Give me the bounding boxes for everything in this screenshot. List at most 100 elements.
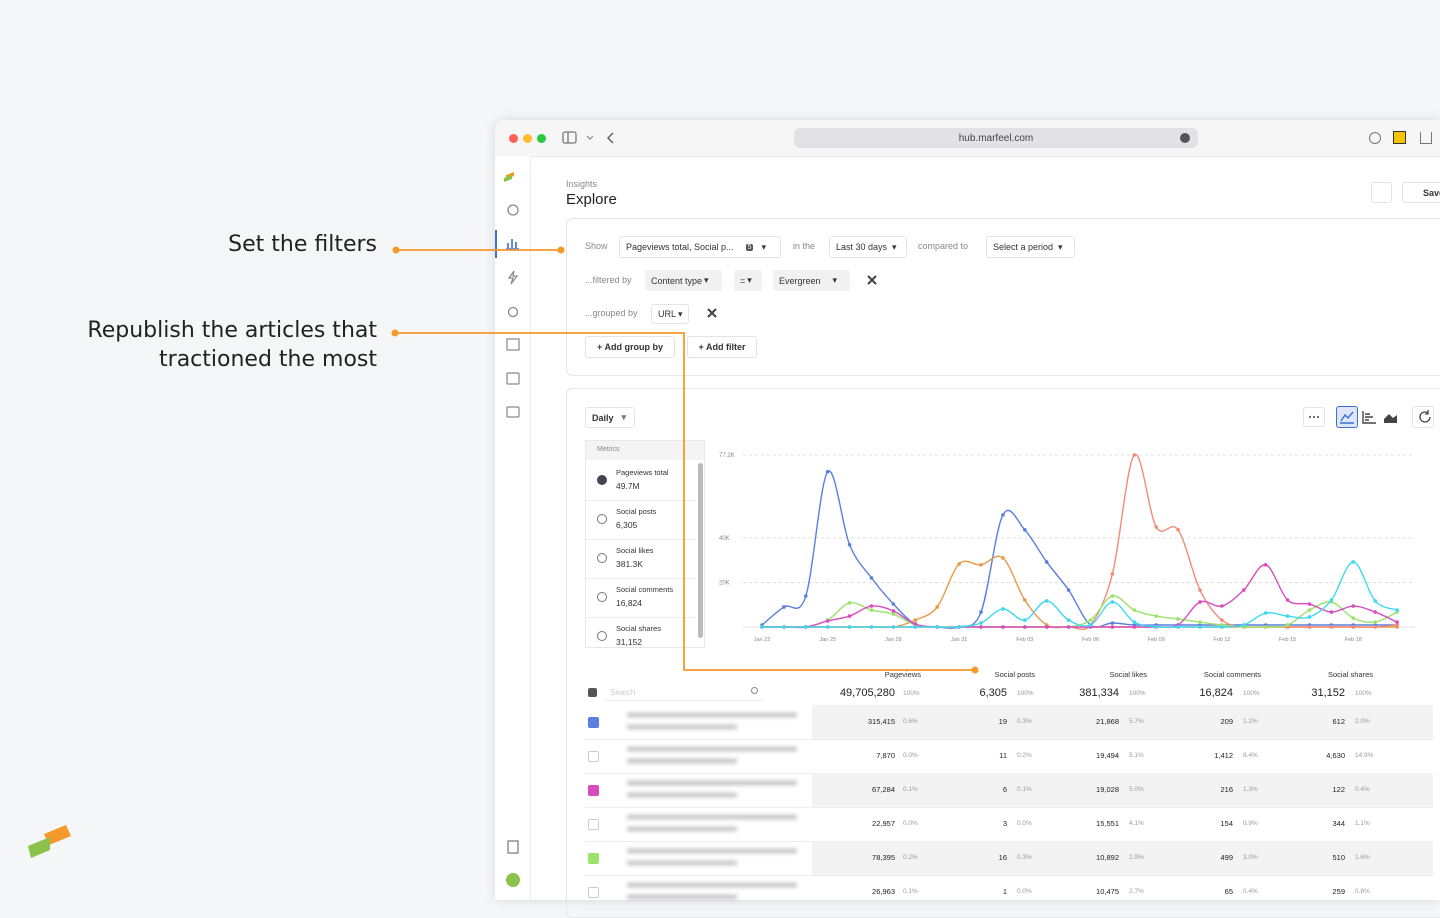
add-group-button[interactable]: + Add group by xyxy=(585,336,675,358)
nav-icon[interactable] xyxy=(507,407,519,417)
data-point xyxy=(848,543,852,547)
granularity-text: Daily xyxy=(592,413,614,423)
line-icon xyxy=(1340,412,1354,423)
data-point xyxy=(1198,620,1202,624)
data-point xyxy=(1264,625,1268,629)
add-group-text: + Add group by xyxy=(597,342,663,352)
chevron[interactable] xyxy=(587,136,593,139)
data-point xyxy=(1089,618,1093,622)
add-filter-button[interactable]: + Add filter xyxy=(687,336,757,358)
nav-icon[interactable] xyxy=(508,841,518,853)
search-icon xyxy=(751,687,758,694)
data-point xyxy=(848,614,852,618)
data-point xyxy=(935,605,939,609)
add-filter-text: + Add filter xyxy=(699,342,746,352)
group-label: ...grouped by xyxy=(585,308,638,318)
url-bar[interactable]: hub.marfeel.com xyxy=(794,128,1198,148)
x-tick-label: Feb 03 xyxy=(1016,637,1033,643)
data-point xyxy=(1308,615,1312,619)
compare-dropdown[interactable]: Select a period▾ xyxy=(986,236,1075,258)
url-bar-icon[interactable] xyxy=(1180,133,1190,143)
period-dropdown[interactable]: Last 30 days▾ xyxy=(829,236,907,258)
extension-icon[interactable] xyxy=(1393,131,1406,144)
data-point xyxy=(1242,588,1246,592)
nav-icon[interactable] xyxy=(508,205,518,215)
data-point xyxy=(1264,563,1268,567)
toolbar-icons[interactable] xyxy=(560,128,630,148)
metric-value: 31,152 xyxy=(616,637,642,647)
data-point xyxy=(1045,560,1049,564)
nav-icon[interactable] xyxy=(509,271,517,284)
data-point xyxy=(892,612,896,616)
filter-value-text: Evergreen xyxy=(779,276,821,286)
x-tick-label: Feb 06 xyxy=(1082,637,1099,643)
annotation-line: tractioned the most xyxy=(40,347,377,372)
metric-name: Pageviews total xyxy=(616,468,669,477)
remove-group[interactable] xyxy=(706,307,718,319)
data-point xyxy=(1111,572,1115,576)
data-point xyxy=(1264,611,1268,615)
data-point xyxy=(826,470,830,474)
filter-operator-text: = xyxy=(740,276,745,286)
data-point xyxy=(1111,594,1115,598)
data-point xyxy=(1001,607,1005,611)
data-point xyxy=(979,563,983,567)
filter-operator[interactable]: =▾ xyxy=(734,270,762,291)
data-point xyxy=(979,621,983,625)
back-button[interactable] xyxy=(608,133,613,143)
group-text: URL xyxy=(658,309,676,319)
download-icon[interactable] xyxy=(1369,132,1381,144)
minimize-button[interactable] xyxy=(523,134,532,143)
select-all-checkbox[interactable] xyxy=(588,688,597,697)
show-label: Show xyxy=(585,241,608,251)
annotation: Set the filters xyxy=(180,232,377,257)
data-point xyxy=(1067,588,1071,592)
filter-value[interactable]: Evergreen▾ xyxy=(773,270,850,291)
data-point xyxy=(914,618,918,622)
data-point xyxy=(979,625,983,629)
data-point xyxy=(1330,598,1334,602)
sidebar-icon[interactable] xyxy=(563,132,576,143)
data-point xyxy=(870,576,874,580)
group-dropdown[interactable]: URL▾ xyxy=(651,304,689,324)
metrics-dropdown[interactable]: Pageviews total, Social p...5▾ xyxy=(619,236,781,258)
compare-label: compared to xyxy=(918,241,968,251)
search-placeholder: Search xyxy=(610,688,635,697)
data-point xyxy=(892,602,896,606)
save-button[interactable]: Save xyxy=(1402,182,1440,203)
nav-icon[interactable] xyxy=(507,339,519,350)
nav-icon[interactable] xyxy=(507,373,519,384)
zoom-button[interactable] xyxy=(537,134,546,143)
nav-icon[interactable] xyxy=(506,239,519,249)
close-button[interactable] xyxy=(509,134,518,143)
granularity-dropdown[interactable]: Daily▾ xyxy=(585,407,635,428)
filter-field[interactable]: Content type▾ xyxy=(645,270,722,291)
data-point xyxy=(1220,604,1224,608)
nav-icon[interactable] xyxy=(509,308,518,317)
data-point xyxy=(1133,453,1137,457)
url-text: hub.marfeel.com xyxy=(959,133,1033,144)
metrics-text: Pageviews total, Social p... xyxy=(626,242,734,252)
data-point xyxy=(1373,610,1377,614)
remove-filter[interactable] xyxy=(866,274,878,286)
remove-icon xyxy=(868,276,876,284)
series-line xyxy=(762,562,1397,627)
data-point xyxy=(848,625,852,629)
data-point xyxy=(1133,620,1137,624)
x-tick-label: Feb 18 xyxy=(1345,637,1362,643)
share-icon[interactable] xyxy=(1420,132,1432,144)
data-point xyxy=(1176,528,1180,532)
data-point xyxy=(1111,600,1115,604)
y-tick-label: 77.2K xyxy=(719,453,735,459)
metric-radio xyxy=(597,553,607,563)
avatar[interactable] xyxy=(506,873,520,887)
metric-count: 5 xyxy=(746,244,754,251)
alert-button[interactable] xyxy=(1371,182,1392,203)
series-line xyxy=(762,556,1397,627)
metric-name: Social posts xyxy=(616,507,656,516)
connector-dot xyxy=(392,330,399,337)
data-point xyxy=(760,625,764,629)
data-point xyxy=(1089,623,1093,627)
metric-radio xyxy=(597,631,607,641)
